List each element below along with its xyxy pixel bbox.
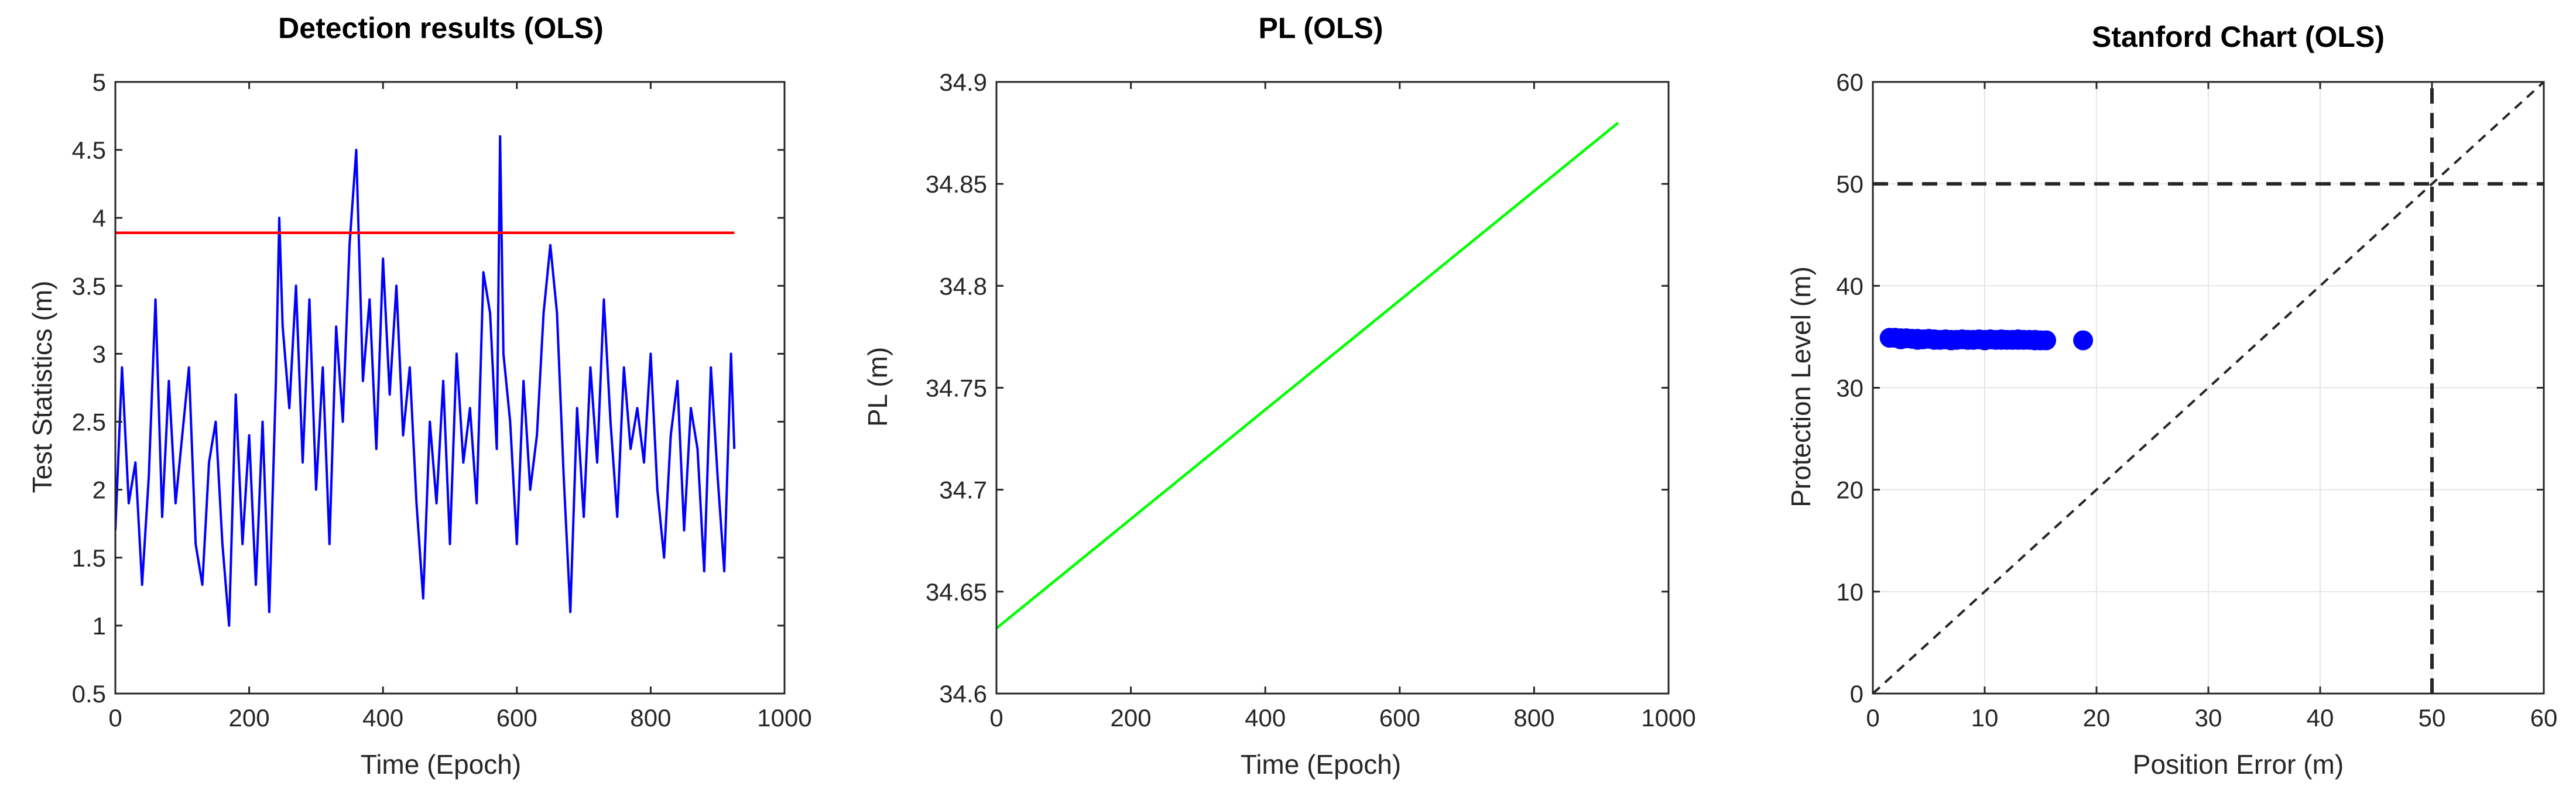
y-tick-label-pl: 34.75 xyxy=(926,375,987,402)
panel-pl: PL (OLS) Time (Epoch) PL (m) 0 200 400 600 8… xyxy=(862,12,1696,780)
plot-area-pl xyxy=(996,82,1669,694)
data-layer-stanford xyxy=(1873,82,2544,694)
x-tick-label-pl: 800 xyxy=(1513,704,1554,732)
x-axis-label-pl: Time (Epoch) xyxy=(1241,749,1401,780)
x-tick-label-stanford: 0 xyxy=(1866,704,1879,732)
y-tick-label-pl: 34.8 xyxy=(939,272,987,300)
y-axis-label-stanford: Protection Level (m) xyxy=(1786,266,1816,507)
y-tick-label-detection: 4.5 xyxy=(72,136,106,164)
x-tick-label-stanford: 50 xyxy=(2419,704,2446,732)
y-tick-label-detection: 3.5 xyxy=(72,272,106,300)
x-tick-label-pl: 200 xyxy=(1111,704,1152,732)
x-tick-label-detection: 1000 xyxy=(757,704,811,732)
y-tick-label-detection: 2.5 xyxy=(72,409,106,436)
scatter-point-stanford xyxy=(1890,329,1911,349)
x-tick-label-detection: 800 xyxy=(630,704,671,732)
y-tick-label-stanford: 10 xyxy=(1836,578,1864,606)
scatter-point-stanford xyxy=(1991,330,2012,350)
scatter-point-stanford xyxy=(1907,330,1928,350)
x-axis-label-detection: Time (Epoch) xyxy=(361,749,521,780)
panel-detection-results: Detection results (OLS) Time (Epoch) Tes… xyxy=(27,12,812,780)
x-tick-label-pl: 600 xyxy=(1379,704,1420,732)
y-tick-label-pl: 34.6 xyxy=(939,680,987,708)
y-tick-label-detection: 2 xyxy=(93,476,106,504)
data-layer-detection xyxy=(115,135,736,627)
y-tick-label-stanford: 40 xyxy=(1836,272,1864,300)
y-tick-label-detection: 4 xyxy=(93,204,106,232)
x-tick-label-stanford: 20 xyxy=(2083,704,2111,732)
scatter-point-stanford xyxy=(1924,330,1945,350)
y-tick-label-detection: 1.5 xyxy=(72,544,106,572)
x-tick-label-stanford: 30 xyxy=(2195,704,2222,732)
y-tick-label-stanford: 30 xyxy=(1836,375,1864,402)
y-tick-label-detection: 1 xyxy=(93,612,106,640)
scatter-point-stanford xyxy=(1941,330,1961,351)
panel-stanford-chart: Stanford Chart (OLS) Position Error (m) … xyxy=(1786,20,2557,780)
y-tick-label-detection: 3 xyxy=(93,340,106,368)
scatter-point-stanford xyxy=(1975,330,1995,351)
y-axis-label-pl: PL (m) xyxy=(862,347,893,427)
y-axis-label-detection: Test Statistics (m) xyxy=(27,281,57,493)
x-tick-label-pl: 1000 xyxy=(1641,704,1695,732)
data-layer-pl xyxy=(996,121,1619,630)
chart-title-pl: PL (OLS) xyxy=(1259,12,1383,44)
y-tick-label-pl: 34.7 xyxy=(939,476,987,504)
x-tick-label-detection: 200 xyxy=(229,704,270,732)
chart-title-detection: Detection results (OLS) xyxy=(278,12,604,44)
reference-line-stanford-0 xyxy=(1873,82,2544,694)
y-tick-label-detection: 5 xyxy=(93,68,106,96)
axes-frame-detection xyxy=(114,81,786,695)
y-tick-label-pl: 34.85 xyxy=(926,170,987,198)
y-tick-label-pl: 34.9 xyxy=(939,68,987,96)
y-tick-label-stanford: 20 xyxy=(1836,476,1864,504)
y-tick-label-stanford: 50 xyxy=(1836,170,1864,198)
scatter-point-stanford xyxy=(1958,330,1978,350)
plot-area-detection xyxy=(115,82,785,694)
x-tick-label-detection: 400 xyxy=(362,704,403,732)
x-tick-label-pl: 0 xyxy=(989,704,1003,732)
series-line-pl-0 xyxy=(996,121,1619,630)
y-tick-label-stanford: 0 xyxy=(1850,680,1864,708)
y-tick-label-pl: 34.65 xyxy=(926,578,987,606)
scatter-point-stanford xyxy=(2008,330,2029,350)
scatter-point-stanford xyxy=(2073,330,2094,351)
series-line-detection-0 xyxy=(115,135,736,627)
x-tick-label-stanford: 10 xyxy=(1971,704,1999,732)
y-tick-label-stanford: 60 xyxy=(1836,68,1864,96)
chart-title-stanford: Stanford Chart (OLS) xyxy=(2092,20,2385,53)
x-tick-label-stanford: 40 xyxy=(2307,704,2334,732)
y-tick-label-detection: 0.5 xyxy=(72,680,106,708)
x-tick-label-stanford: 60 xyxy=(2530,704,2558,732)
x-tick-label-pl: 400 xyxy=(1245,704,1286,732)
x-tick-label-detection: 600 xyxy=(496,704,537,732)
x-tick-label-detection: 0 xyxy=(108,704,122,732)
x-axis-label-stanford: Position Error (m) xyxy=(2133,749,2344,780)
scatter-point-stanford xyxy=(2025,330,2045,351)
